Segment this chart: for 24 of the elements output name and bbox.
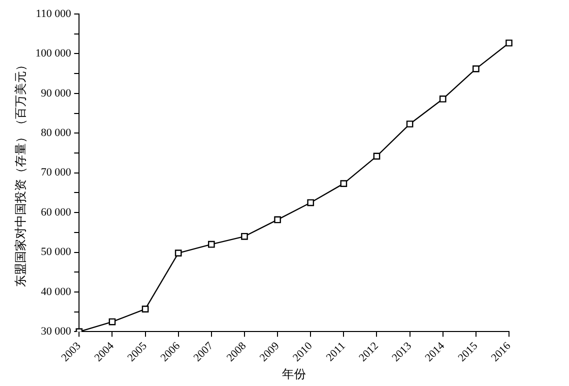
y-tick-label: 30 000 <box>40 326 72 338</box>
point <box>208 240 215 248</box>
point <box>340 180 348 188</box>
y-tick-label: 80 000 <box>40 127 72 140</box>
point <box>373 152 380 160</box>
point <box>439 96 446 102</box>
point <box>174 250 182 257</box>
point <box>241 232 248 240</box>
y-tick-label: 110 000 <box>36 8 72 20</box>
y-tick-label: 50 000 <box>40 246 72 258</box>
y-tick-label: 40 000 <box>40 286 72 298</box>
point <box>406 120 414 128</box>
y-tick-label: 70 000 <box>40 166 72 179</box>
y-tick-label: 90 000 <box>40 87 72 100</box>
y-axis-title: 东盟国家对中国投资（存量）（百万美元） <box>13 58 28 287</box>
point <box>506 40 512 46</box>
point <box>108 318 116 326</box>
point <box>472 65 480 72</box>
point <box>307 199 314 206</box>
y-tick-label: 60 000 <box>40 206 72 218</box>
x-axis-title: 年份 <box>282 366 306 381</box>
y-tick-label: 100 000 <box>35 48 72 60</box>
point <box>142 306 149 312</box>
point <box>274 216 281 224</box>
